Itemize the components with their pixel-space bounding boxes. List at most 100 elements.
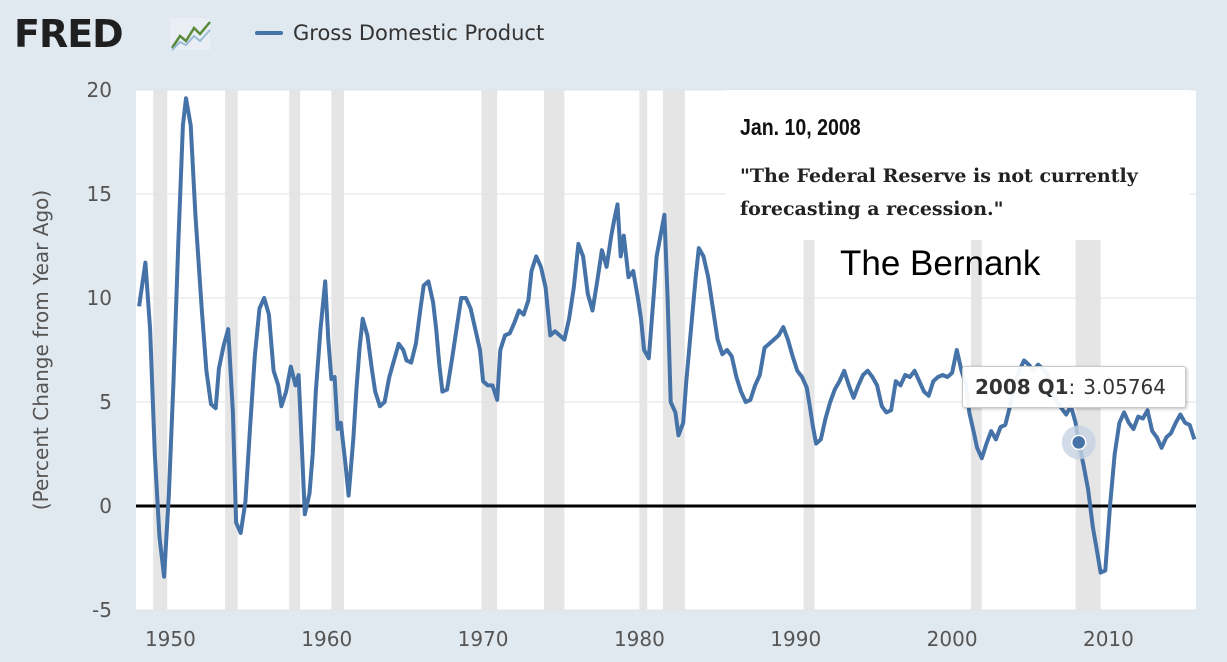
data-point — [626, 275, 630, 279]
data-point — [373, 390, 377, 394]
data-point — [548, 333, 552, 337]
data-point — [343, 462, 347, 466]
data-point — [985, 442, 989, 446]
data-point — [503, 333, 507, 337]
highlight-marker[interactable] — [1070, 434, 1087, 451]
data-point — [702, 254, 706, 258]
y-tick-label-15: 15 — [87, 182, 112, 206]
data-point — [669, 400, 673, 404]
data-point — [823, 417, 827, 421]
data-point — [989, 429, 993, 433]
annotation-caption: The Bernank — [840, 244, 1041, 283]
data-point — [1103, 568, 1107, 572]
data-point — [401, 348, 405, 352]
tooltip-value: 3.05764 — [1083, 375, 1167, 399]
recession-band-8 — [803, 90, 815, 610]
data-point — [148, 327, 152, 331]
data-point — [544, 286, 548, 290]
data-point — [945, 375, 949, 379]
data-point — [184, 96, 188, 100]
chart-legend[interactable]: Gross Domestic Product — [255, 18, 544, 48]
data-point — [842, 369, 846, 373]
data-point — [1178, 412, 1182, 416]
data-point — [347, 494, 351, 498]
data-point — [795, 369, 799, 373]
recession-band-4 — [481, 90, 498, 610]
data-point — [1117, 421, 1121, 425]
data-point — [495, 398, 499, 402]
data-point — [744, 400, 748, 404]
data-point — [486, 383, 490, 387]
data-point — [1108, 504, 1112, 508]
data-point — [870, 375, 874, 379]
data-point — [508, 331, 512, 335]
data-point — [955, 348, 959, 352]
data-point — [262, 296, 266, 300]
x-tick-label-2000: 2000 — [927, 627, 978, 651]
fred-logo[interactable]: FRED — [14, 12, 124, 56]
data-point — [1150, 429, 1154, 433]
data-point — [303, 512, 307, 516]
data-point — [311, 452, 315, 456]
data-point — [239, 531, 243, 535]
legend-swatch — [255, 31, 283, 35]
data-point — [655, 254, 659, 258]
data-point — [530, 269, 534, 273]
data-point — [293, 383, 297, 387]
data-point — [659, 229, 663, 233]
data-point — [999, 425, 1003, 429]
data-point — [880, 404, 884, 408]
data-point — [404, 358, 408, 362]
data-point — [422, 284, 426, 288]
data-point — [767, 342, 771, 346]
data-point — [681, 421, 685, 425]
data-point — [861, 373, 865, 377]
x-axis-ticks: 1950 1960 1970 1980 1990 2000 2010 — [145, 627, 1134, 651]
data-point — [226, 327, 230, 331]
data-point — [819, 437, 823, 441]
data-point — [1169, 431, 1173, 435]
data-point — [378, 404, 382, 408]
data-point — [167, 494, 171, 498]
data-point — [908, 375, 912, 379]
data-point — [434, 327, 438, 331]
data-point — [361, 317, 365, 321]
data-point — [318, 327, 322, 331]
data-point — [1192, 437, 1196, 441]
data-point — [176, 244, 180, 248]
x-tick-label-2010: 2010 — [1083, 627, 1134, 651]
data-point — [612, 217, 616, 221]
data-point — [576, 242, 580, 246]
data-point — [1091, 525, 1095, 529]
data-point — [600, 248, 604, 252]
x-tick-label-1950: 1950 — [145, 627, 196, 651]
data-point — [1155, 435, 1159, 439]
data-point — [431, 300, 435, 304]
data-point — [927, 394, 931, 398]
data-point — [473, 327, 477, 331]
data-point — [838, 379, 842, 383]
data-point — [720, 352, 724, 356]
data-point — [333, 375, 337, 379]
data-point — [231, 410, 235, 414]
fred-line-chart-icon — [170, 18, 211, 51]
data-point — [553, 329, 557, 333]
data-point — [975, 446, 979, 450]
data-point — [308, 492, 312, 496]
data-point — [450, 358, 454, 362]
data-point — [478, 348, 482, 352]
data-point — [534, 254, 538, 258]
data-point — [354, 388, 358, 392]
data-point — [828, 400, 832, 404]
data-point — [279, 404, 283, 408]
annotation-quote: "The Federal Reserve is not currently fo… — [740, 165, 1138, 220]
data-point — [1131, 427, 1135, 431]
recession-band-9 — [970, 90, 982, 610]
annotation-date: Jan. 10, 2008 — [740, 114, 861, 140]
data-point — [222, 344, 226, 348]
data-point — [1146, 408, 1150, 412]
data-point — [1183, 421, 1187, 425]
data-point — [866, 369, 870, 373]
data-point — [847, 383, 851, 387]
y-tick-label-20: 20 — [87, 78, 112, 102]
